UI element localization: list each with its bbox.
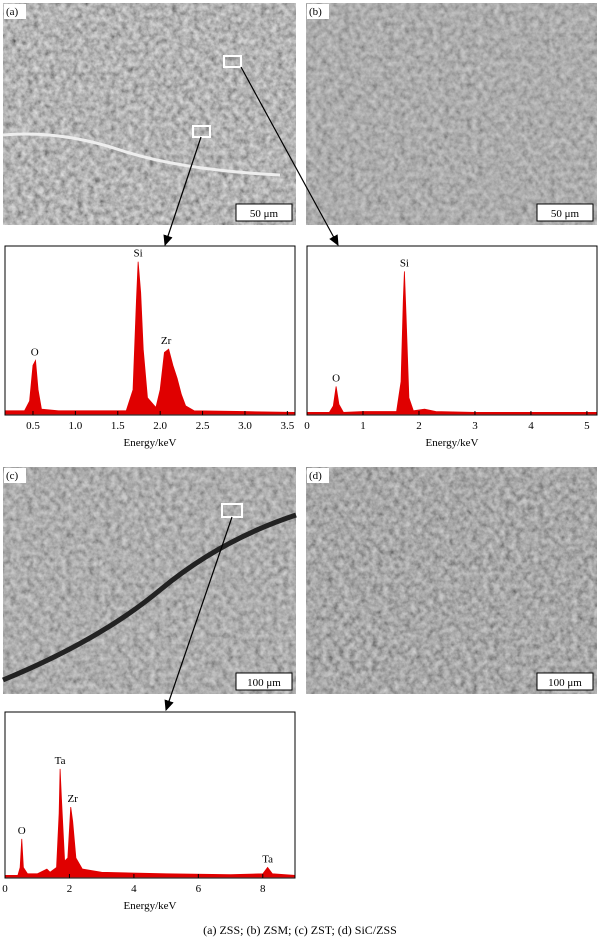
- x-tick-label: 0.5: [26, 420, 40, 432]
- peak-label: O: [18, 825, 26, 837]
- panel-label: (d): [309, 470, 322, 482]
- x-tick-label: 3: [472, 420, 478, 432]
- scale-bar-box: [235, 672, 293, 691]
- scale-bar-label: 100 μm: [247, 677, 281, 689]
- sem-images: [2, 3, 597, 694]
- sem-texture: [306, 3, 597, 225]
- scale-bar-label: 50 μm: [551, 208, 580, 220]
- x-axis-label: Energy/keV: [124, 900, 177, 912]
- label-bg: [4, 4, 26, 19]
- x-tick-label: 1.5: [111, 420, 125, 432]
- x-tick-label: 0: [2, 883, 8, 895]
- peak-label: Si: [134, 248, 143, 260]
- x-tick-label: 2.0: [153, 420, 167, 432]
- x-tick-label: 2.5: [196, 420, 210, 432]
- spectrum: [306, 271, 598, 415]
- x-axis-label: Energy/keV: [124, 437, 177, 449]
- sem-texture: [3, 3, 296, 225]
- x-axis-label: Energy/keV: [426, 437, 479, 449]
- sem-texture: [306, 467, 597, 694]
- plot-frame: [4, 711, 296, 879]
- x-tick-label: 3.0: [238, 420, 252, 432]
- label-bg: [4, 468, 26, 483]
- arrow: [240, 66, 339, 247]
- panel-label: (c): [6, 470, 19, 482]
- caption: (a) ZSS; (b) ZSM; (c) ZST; (d) SiC/ZSS: [203, 923, 397, 937]
- x-tick-label: 2: [67, 883, 73, 895]
- crack: [2, 512, 297, 683]
- spectrum: [4, 261, 296, 415]
- peak-label: O: [332, 372, 340, 384]
- scale-bar-box: [536, 203, 594, 222]
- spectrum: [4, 768, 296, 878]
- label-bg: [307, 4, 329, 19]
- x-tick-label: 1: [360, 420, 366, 432]
- peak-label: Zr: [67, 793, 78, 805]
- x-tick-label: 4: [528, 420, 534, 432]
- arrows: [163, 66, 339, 712]
- peak-label: Ta: [55, 755, 66, 767]
- x-tick-label: 1.0: [69, 420, 83, 432]
- plot-frame: [4, 245, 296, 416]
- x-tick-label: 8: [260, 883, 266, 895]
- arrow: [163, 136, 202, 247]
- plot-frame: [306, 245, 598, 416]
- x-tick-label: 0: [304, 420, 310, 432]
- panel-label: (b): [309, 6, 322, 18]
- x-tick-label: 4: [131, 883, 137, 895]
- x-tick-label: 5: [584, 420, 590, 432]
- panel-label: (a): [6, 6, 19, 18]
- label-bg: [307, 468, 329, 483]
- scale-bar-label: 100 μm: [548, 677, 582, 689]
- x-tick-label: 3.5: [280, 420, 294, 432]
- selection-box: [223, 55, 242, 68]
- peak-label: Si: [400, 257, 409, 269]
- scale-bar-label: 50 μm: [250, 208, 279, 220]
- selection-box: [192, 125, 211, 138]
- scale-bar-box: [536, 672, 594, 691]
- x-tick-label: 2: [416, 420, 422, 432]
- arrow: [164, 516, 233, 712]
- peak-label: O: [31, 347, 39, 359]
- crack: [2, 132, 281, 177]
- x-tick-label: 6: [196, 883, 202, 895]
- peak-label: Zr: [161, 335, 172, 347]
- peak-label: Ta: [262, 853, 273, 865]
- scale-bar-box: [235, 203, 293, 222]
